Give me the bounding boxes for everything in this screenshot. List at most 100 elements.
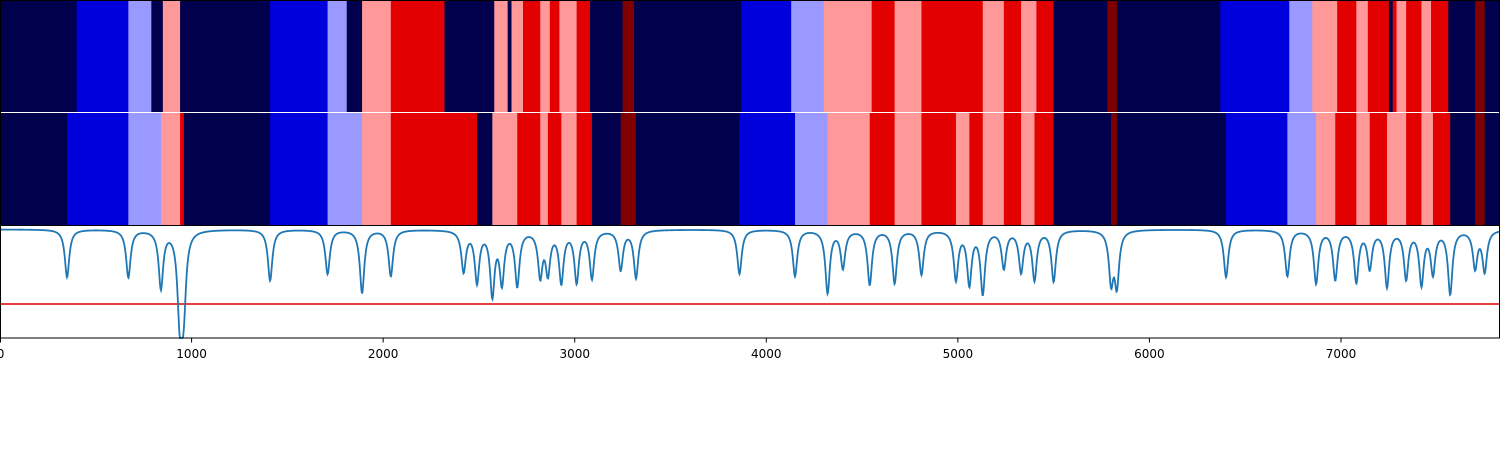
top-band-segment-39: [1337, 0, 1357, 112]
top-band-segment-4: [162, 0, 181, 112]
top-band-segment-33: [1053, 0, 1108, 112]
middle-band-segment-0: [0, 113, 68, 225]
middle-band-segment-13: [540, 113, 549, 225]
middle-band-segment-21: [795, 113, 828, 225]
middle-band-segment-14: [547, 113, 562, 225]
middle-band-segment-43: [1421, 113, 1434, 225]
middle-band-segment-22: [827, 113, 871, 225]
top-band-segment-45: [1406, 0, 1422, 112]
line-plot-background: [0, 226, 1500, 338]
top-band-segment-42: [1388, 0, 1394, 112]
middle-band-segment-31: [1034, 113, 1055, 225]
top-band-segment-17: [549, 0, 560, 112]
top-band-segment-9: [362, 0, 392, 112]
top-band-segment-38: [1312, 0, 1338, 112]
series-line: [0, 228, 1500, 339]
top-band-segment-50: [1484, 0, 1500, 112]
top-band-segment-10: [390, 0, 445, 112]
top-band-segment-2: [128, 0, 152, 112]
middle-band-segment-38: [1335, 113, 1357, 225]
middle-band-segment-1: [67, 113, 129, 225]
top-band-segment-41: [1367, 0, 1390, 112]
top-band-segment-13: [507, 0, 512, 112]
middle-band-segment-29: [1003, 113, 1022, 225]
middle-band-segment-17: [591, 113, 622, 225]
top-band-segment-36: [1220, 0, 1290, 112]
top-band-segment-21: [622, 0, 635, 112]
x-tick-label-4: 4000: [751, 347, 782, 361]
middle-band-segment-23: [869, 113, 896, 225]
middle-band-segment-27: [969, 113, 984, 225]
middle-band-segment-28: [982, 113, 1005, 225]
top-color-band: [0, 0, 1500, 112]
middle-band-segment-16: [576, 113, 593, 225]
line-plot-panel: [0, 226, 1500, 339]
middle-band-segment-10: [477, 113, 493, 225]
middle-band-segment-6: [270, 113, 328, 225]
middle-band-segment-36: [1287, 113, 1317, 225]
middle-band-segment-26: [955, 113, 970, 225]
top-band-segment-23: [741, 0, 792, 112]
top-band-segment-7: [327, 0, 348, 112]
top-band-segment-29: [982, 0, 1005, 112]
top-band-segment-25: [823, 0, 873, 112]
x-tick-label-7: 7000: [1326, 347, 1357, 361]
middle-band-segment-12: [517, 113, 541, 225]
x-axis: 0 1000 2000 3000 4000 5000 6000 7000: [0, 338, 1356, 361]
x-tick-label-6: 6000: [1134, 347, 1165, 361]
x-tick-label-0: 0: [0, 347, 4, 361]
top-band-segment-22: [634, 0, 742, 112]
middle-band-segment-42: [1406, 113, 1422, 225]
middle-band-segment-39: [1356, 113, 1371, 225]
middle-band-segment-4: [180, 113, 185, 225]
top-band-segment-27: [894, 0, 922, 112]
middle-band-segment-33: [1111, 113, 1118, 225]
top-band-segment-40: [1356, 0, 1369, 112]
x-tick-label-2: 2000: [368, 347, 399, 361]
top-band-segment-30: [1003, 0, 1022, 112]
middle-band-segment-7: [327, 113, 363, 225]
top-band-segment-35: [1116, 0, 1221, 112]
top-band-segment-16: [540, 0, 551, 112]
top-band-segment-44: [1396, 0, 1407, 112]
middle-band-segment-46: [1475, 113, 1486, 225]
middle-band-segment-19: [636, 113, 740, 225]
top-band-segment-12: [494, 0, 509, 112]
top-band-segment-32: [1036, 0, 1055, 112]
x-tick-label-5: 5000: [943, 347, 974, 361]
top-band-segment-0: [0, 0, 78, 112]
middle-band-segment-44: [1432, 113, 1451, 225]
top-band-segment-28: [921, 0, 984, 112]
middle-band-segment-40: [1369, 113, 1388, 225]
top-band-segment-34: [1107, 0, 1118, 112]
top-band-segment-1: [76, 0, 129, 112]
middle-band-segment-11: [492, 113, 518, 225]
middle-band-segment-34: [1116, 113, 1227, 225]
middle-band-segment-37: [1316, 113, 1336, 225]
middle-band-segment-25: [921, 113, 957, 225]
top-band-segment-5: [180, 0, 271, 112]
middle-band-segment-45: [1450, 113, 1476, 225]
middle-band-segment-8: [362, 113, 392, 225]
x-tick-label-3: 3000: [559, 347, 590, 361]
middle-band-segment-15: [561, 113, 578, 225]
top-band-segment-15: [522, 0, 541, 112]
top-band-segment-47: [1431, 0, 1449, 112]
middle-band-segment-35: [1226, 113, 1288, 225]
top-band-segment-8: [346, 0, 363, 112]
top-band-segment-24: [791, 0, 825, 112]
top-band-segment-37: [1289, 0, 1313, 112]
middle-color-band: [0, 113, 1500, 225]
top-band-segment-6: [270, 0, 328, 112]
middle-band-segment-30: [1021, 113, 1035, 225]
middle-band-segment-18: [620, 113, 637, 225]
top-band-segment-31: [1021, 0, 1037, 112]
middle-band-segment-5: [183, 113, 271, 225]
middle-band-segment-24: [894, 113, 922, 225]
top-band-segment-46: [1421, 0, 1432, 112]
top-band-segment-43: [1392, 0, 1397, 112]
middle-band-segment-9: [390, 113, 478, 225]
top-band-segment-18: [559, 0, 578, 112]
x-tick-label-1: 1000: [176, 347, 207, 361]
